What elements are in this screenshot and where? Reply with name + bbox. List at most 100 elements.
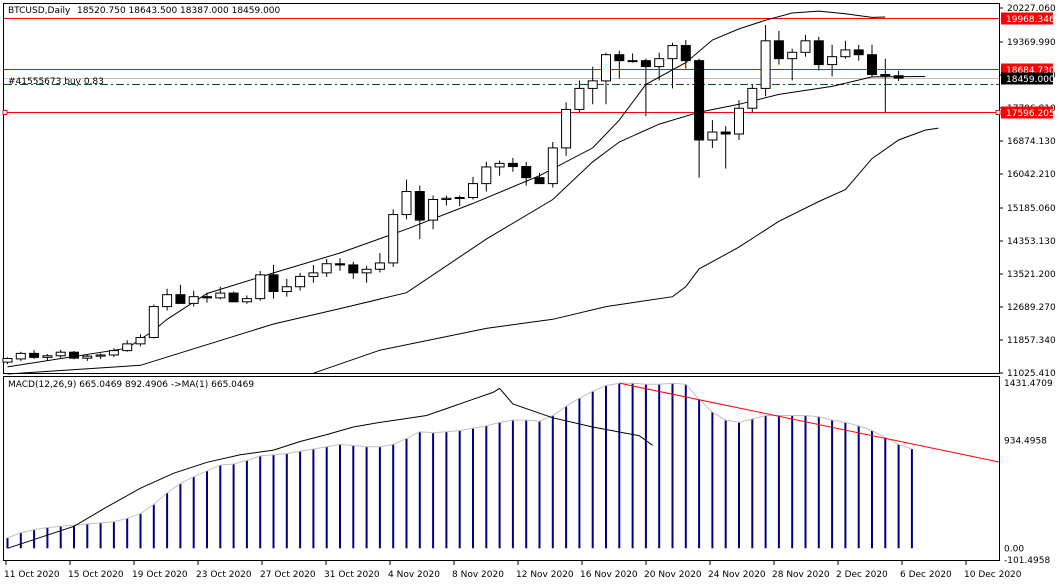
candle-bullish bbox=[255, 274, 266, 300]
candle-bullish bbox=[95, 354, 106, 357]
level-price-text: 19968.346 bbox=[1006, 15, 1055, 25]
date-tick-label: 24 Nov 2020 bbox=[708, 570, 766, 580]
candle-bullish bbox=[148, 306, 159, 339]
bollinger-upper-band bbox=[7, 10, 886, 368]
candle-bearish bbox=[694, 60, 705, 141]
price-tick-label: 16874.130 bbox=[1007, 137, 1056, 147]
candle-bullish bbox=[361, 268, 372, 274]
date-tick-label: 16 Nov 2020 bbox=[580, 570, 638, 580]
date-tick-label: 6 Dec 2020 bbox=[900, 570, 952, 580]
date-tick-label: 2 Dec 2020 bbox=[836, 570, 888, 580]
order-marker-left bbox=[2, 110, 8, 115]
bollinger-middle-band bbox=[7, 76, 926, 375]
candle-bullish bbox=[747, 87, 758, 109]
date-tick-label: 4 Nov 2020 bbox=[388, 570, 440, 580]
price-tick-label: 14353.130 bbox=[1007, 237, 1056, 247]
date-tick-label: 15 Oct 2020 bbox=[68, 570, 124, 580]
price-panel-frame bbox=[3, 3, 1000, 374]
candle-bullish bbox=[468, 183, 478, 198]
candle-bullish bbox=[321, 263, 332, 274]
candle-bearish bbox=[720, 131, 731, 135]
candle-bullish bbox=[760, 40, 771, 89]
candle-bearish bbox=[414, 191, 425, 221]
date-tick-label: 27 Oct 2020 bbox=[260, 570, 316, 580]
candle-bullish bbox=[374, 262, 385, 270]
candle-bearish bbox=[893, 75, 904, 79]
candle-bullish bbox=[428, 198, 439, 221]
symbol-label: BTCUSD,Daily bbox=[8, 6, 71, 16]
price-tick-label: 15185.060 bbox=[1007, 204, 1056, 214]
candle-bullish bbox=[840, 49, 851, 58]
candle-bullish bbox=[574, 87, 585, 110]
candle-bearish bbox=[640, 60, 651, 68]
level-price-tag bbox=[1001, 72, 1053, 85]
level-price-text: 18459.000 bbox=[1006, 75, 1055, 85]
macd-tick-label: -101.4958 bbox=[1004, 556, 1050, 566]
price-tick-label: 16042.210 bbox=[1007, 170, 1056, 180]
candle-bullish bbox=[561, 108, 572, 149]
candle-bearish bbox=[534, 177, 545, 185]
candle-bearish bbox=[69, 351, 79, 359]
candle-bearish bbox=[348, 264, 359, 274]
candle-bullish bbox=[707, 131, 718, 141]
ohlc-label: 18520.750 18643.500 18387.000 18459.000 bbox=[77, 6, 281, 16]
level-price-tag bbox=[1001, 12, 1053, 25]
candle-bullish bbox=[547, 147, 558, 185]
candle-bearish bbox=[175, 294, 186, 304]
candle-bearish bbox=[813, 40, 824, 66]
candle-bullish bbox=[787, 51, 798, 60]
order-marker-right bbox=[995, 110, 1001, 115]
order-label: #41555673 buy 0.83 bbox=[8, 77, 104, 87]
price-tick-label: 11857.340 bbox=[1007, 336, 1056, 346]
candle-bullish bbox=[308, 272, 319, 277]
date-tick-label: 12 Nov 2020 bbox=[516, 570, 574, 580]
candle-bearish bbox=[507, 162, 518, 168]
date-tick-label: 20 Nov 2020 bbox=[644, 570, 702, 580]
candle-bullish bbox=[454, 196, 465, 199]
macd-ma-line bbox=[7, 382, 913, 539]
candle-bullish bbox=[800, 40, 811, 53]
date-tick-label: 31 Oct 2020 bbox=[324, 570, 380, 580]
level-price-text: 17596.205 bbox=[1006, 109, 1055, 119]
candle-bullish bbox=[481, 166, 492, 185]
candle-bullish bbox=[654, 58, 665, 68]
candle-bullish bbox=[601, 54, 611, 82]
candle-bullish bbox=[388, 214, 399, 264]
level-price-text: 18684.730 bbox=[1006, 66, 1055, 76]
candle-bullish bbox=[295, 275, 306, 288]
candle-bullish bbox=[281, 286, 292, 293]
macd-tick-label: 0.00 bbox=[1004, 544, 1024, 554]
macd-label: MACD(12,26,9) 665.0469 892.4906 ->MA(1) … bbox=[8, 380, 254, 390]
candle-bullish bbox=[441, 197, 452, 200]
candle-bearish bbox=[880, 74, 891, 77]
macd-tick-label: 1431.4709 bbox=[1004, 379, 1053, 389]
macd-tick-label: 934.4958 bbox=[1004, 436, 1047, 446]
date-tick-label: 23 Oct 2020 bbox=[196, 570, 252, 580]
candle-bearish bbox=[773, 40, 784, 60]
candle-bullish bbox=[734, 107, 744, 135]
candle-bullish bbox=[135, 337, 146, 345]
macd-panel-frame bbox=[3, 376, 1000, 561]
candle-bullish bbox=[587, 80, 598, 89]
candle-bearish bbox=[268, 274, 279, 293]
candle-bearish bbox=[29, 352, 40, 358]
candle-bullish bbox=[42, 355, 53, 358]
candle-bullish bbox=[122, 343, 133, 352]
candle-bullish bbox=[162, 294, 173, 308]
price-tick-label: 11025.410 bbox=[1007, 369, 1056, 379]
price-tick-label: 20227.060 bbox=[1007, 4, 1056, 14]
candle-bullish bbox=[55, 351, 66, 357]
candle-bullish bbox=[2, 358, 13, 363]
candle-bullish bbox=[108, 350, 119, 356]
candle-bullish bbox=[82, 355, 93, 359]
candle-bullish bbox=[241, 298, 252, 303]
macd-trendline bbox=[619, 382, 1000, 463]
date-tick-label: 28 Nov 2020 bbox=[772, 570, 830, 580]
candle-bullish bbox=[15, 352, 26, 360]
candle-bullish bbox=[667, 45, 678, 60]
price-tick-label: 19369.990 bbox=[1007, 38, 1056, 48]
candle-bearish bbox=[521, 166, 532, 179]
candle-bearish bbox=[867, 54, 877, 76]
